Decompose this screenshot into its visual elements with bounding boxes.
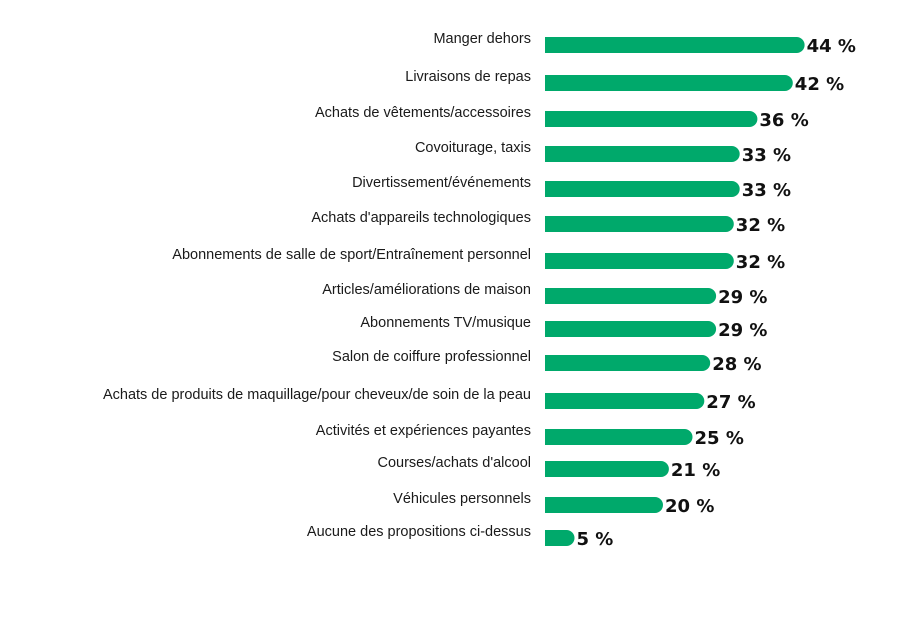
bar — [545, 146, 740, 162]
value-labels: 44 % 42 % 36 % 33 % 33 % 32 % 32 % 29 % 29 % 28 %… — [577, 36, 856, 550]
value-label: 28 % — [712, 354, 761, 375]
bar — [545, 288, 717, 304]
value-label: 42 % — [795, 74, 844, 95]
bar — [545, 429, 693, 445]
value-label: 33 % — [742, 180, 791, 201]
category-label: Livraisons de repas — [405, 69, 531, 85]
category-label: Articles/améliorations de maison — [322, 282, 531, 298]
value-label: 5 % — [577, 529, 614, 550]
value-label: 36 % — [759, 110, 808, 131]
bars — [545, 37, 805, 546]
bar — [545, 393, 705, 409]
category-label: Activités et expériences payantes — [316, 423, 531, 439]
category-label: Salon de coiffure professionnel — [332, 349, 531, 365]
value-label: 32 % — [736, 215, 785, 236]
value-label: 29 % — [718, 320, 767, 341]
bar — [545, 75, 793, 91]
bar — [545, 355, 711, 371]
category-label: Divertissement/événements — [352, 175, 531, 191]
category-label: Achats de vêtements/accessoires — [315, 105, 531, 121]
category-label: Covoiturage, taxis — [415, 140, 531, 156]
bar — [545, 461, 669, 477]
value-label: 29 % — [718, 287, 767, 308]
category-label: Véhicules personnels — [393, 491, 531, 507]
bar — [545, 321, 717, 337]
bar — [545, 497, 663, 513]
bar — [545, 253, 734, 269]
category-labels: Manger dehors Livraisons de repas Achats d… — [103, 31, 531, 540]
category-label: Achats d'appareils technologiques — [311, 210, 531, 226]
value-label: 20 % — [665, 496, 714, 517]
bar — [545, 216, 734, 232]
value-label: 21 % — [671, 460, 720, 481]
value-label: 25 % — [695, 428, 744, 449]
value-label: 27 % — [706, 392, 755, 413]
bar — [545, 37, 805, 53]
category-label: Manger dehors — [433, 31, 531, 47]
value-label: 44 % — [807, 36, 856, 57]
category-label: Courses/achats d'alcool — [378, 455, 532, 471]
bar — [545, 111, 758, 127]
value-label: 32 % — [736, 252, 785, 273]
category-label: Achats de produits de maquillage/pour ch… — [103, 387, 531, 403]
category-label: Aucune des propositions ci-dessus — [307, 524, 531, 540]
bar — [545, 181, 740, 197]
bar — [545, 530, 575, 546]
category-label: Abonnements TV/musique — [360, 315, 531, 331]
category-label: Abonnements de salle de sport/Entraîneme… — [172, 247, 531, 263]
value-label: 33 % — [742, 145, 791, 166]
